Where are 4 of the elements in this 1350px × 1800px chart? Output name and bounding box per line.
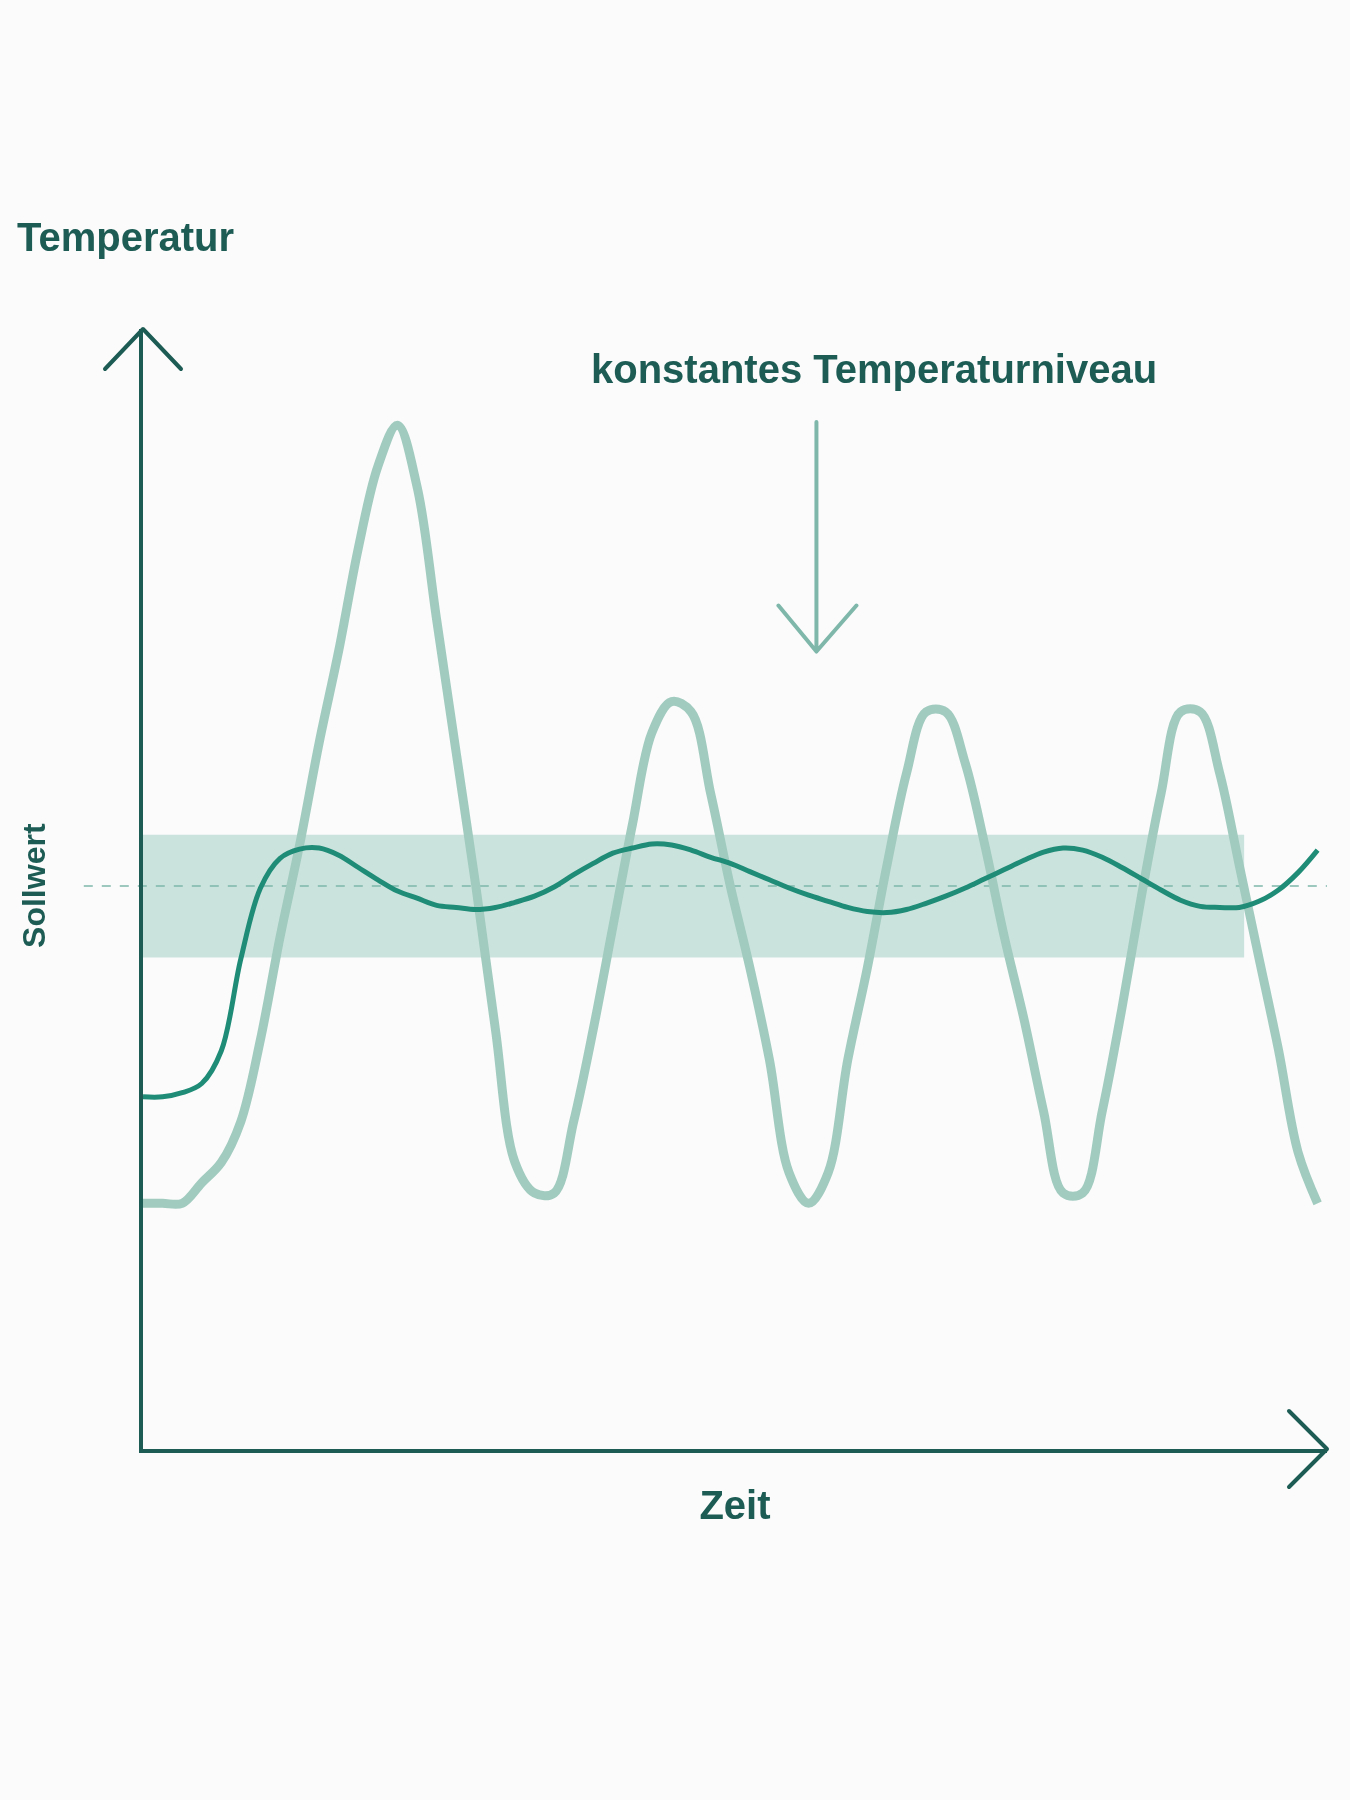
y-axis-title: Temperatur [17,215,235,259]
text: konstantes Temperaturniveau [591,347,1158,391]
ref-line-label: Sollwert [16,823,53,948]
x-axis-title: Zeit [699,1483,771,1527]
